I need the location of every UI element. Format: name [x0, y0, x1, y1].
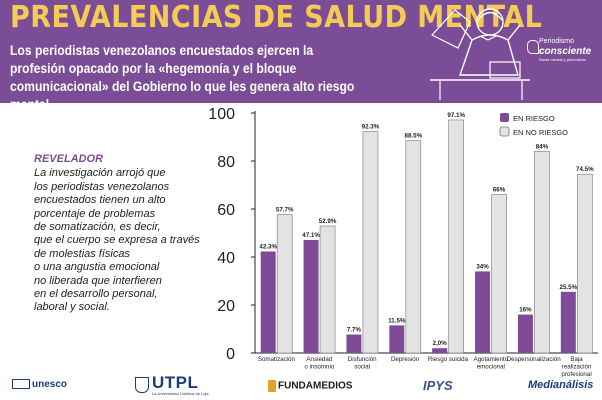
bar-en-no-riesgo: [319, 225, 336, 354]
bar-data-label: 25.5%: [560, 284, 578, 291]
bar-data-label: 11.5%: [388, 317, 406, 324]
x-tick-label: Riesgo suicida: [428, 356, 469, 363]
bar-data-label: 66%: [493, 187, 506, 194]
bar-en-no-riesgo: [405, 140, 422, 354]
page-subtitle: Los periodistas venezolanos encuestados …: [10, 43, 355, 112]
header-banner: PREVALENCIAS DE SALUD MENTAL Los periodi…: [0, 0, 602, 112]
bar-data-label: 34%: [476, 263, 489, 270]
x-tick-label: Somatización: [258, 356, 296, 363]
x-tick-label: Despersonalización: [507, 356, 562, 363]
bar-en-no-riesgo: [577, 173, 593, 354]
bar-data-label: 57.7%: [276, 207, 294, 214]
bar-data-label: 47.1%: [302, 232, 320, 239]
footer-logo-ipys: IPYS: [423, 378, 453, 393]
x-tick-label: Agotamiento emocional: [473, 356, 508, 371]
legend-label: EN RIESGO: [513, 114, 555, 123]
bar-data-label: 74.5%: [576, 166, 594, 173]
bar-data-label: 7.7%: [347, 327, 362, 334]
bar-data-label: 84%: [536, 143, 549, 150]
sidebar-kicker: REVELADOR: [34, 153, 104, 165]
legend-swatch: [500, 113, 509, 122]
y-tick-label: 40: [217, 250, 235, 267]
bar-en-riesgo: [475, 271, 491, 353]
periodismo-consciente-logo: Periodismo consciente Salud mental y per…: [525, 38, 595, 62]
bar-en-riesgo: [432, 348, 448, 353]
bar-en-riesgo: [517, 314, 533, 353]
bar-en-riesgo: [560, 291, 576, 353]
bar-en-no-riesgo: [534, 151, 550, 354]
bar-en-no-riesgo: [448, 119, 464, 354]
bar-data-label: 52.9%: [319, 218, 337, 225]
bar-data-label: 97.1%: [447, 112, 465, 119]
footer-logo-utpl: UTPL La Universidad Católica de Loja: [135, 373, 208, 396]
legend-label: EN NO RIESGO: [513, 128, 568, 137]
bar-en-no-riesgo: [491, 194, 507, 354]
bar-en-riesgo: [346, 334, 362, 353]
bar-data-label: 92.3%: [362, 123, 380, 130]
sidebar-note: REVELADOR La investigación arrojó que lo…: [34, 153, 234, 315]
x-tick-label: Depresión: [391, 356, 420, 363]
y-tick-label: 0: [226, 346, 235, 363]
brand-mark-icon: [527, 40, 539, 54]
fundamedios-mark-icon: [268, 380, 276, 392]
utpl-shield-icon: [135, 376, 149, 393]
page-title: PREVALENCIAS DE SALUD MENTAL: [10, 0, 543, 35]
y-tick-label: 80: [217, 154, 235, 171]
bar-en-riesgo: [389, 325, 405, 353]
y-tick-label: 100: [208, 106, 235, 123]
y-tick-label: 20: [217, 298, 235, 315]
x-tick-label: Baja realización profesional: [561, 356, 591, 378]
bar-en-no-riesgo: [276, 214, 293, 354]
legend-swatch: [499, 126, 510, 137]
bar-data-label: 2,0%: [433, 340, 448, 347]
bar-data-label: 16%: [519, 307, 532, 314]
bar-en-riesgo: [303, 239, 319, 353]
footer-logo-fundamedios: FUNDAMEDIOS: [268, 380, 352, 392]
bar-data-label: 88.5%: [405, 133, 423, 140]
bar-data-label: 42.3%: [259, 243, 277, 250]
bar-en-no-riesgo: [362, 131, 379, 354]
unesco-temple-icon: [12, 379, 30, 390]
sidebar-body: La investigación arrojó que los periodis…: [34, 167, 200, 314]
bar-en-riesgo: [260, 251, 276, 353]
y-tick-label: 60: [217, 202, 235, 219]
x-tick-label: Ansiedad o insomnio: [304, 356, 334, 371]
stressed-journalist-illustration: [430, 8, 530, 100]
footer-logo-medianalisis: Medianálisis: [528, 379, 594, 391]
x-tick-label: Disfunción social: [348, 356, 377, 371]
footer-logo-unesco: unesco: [12, 379, 67, 390]
